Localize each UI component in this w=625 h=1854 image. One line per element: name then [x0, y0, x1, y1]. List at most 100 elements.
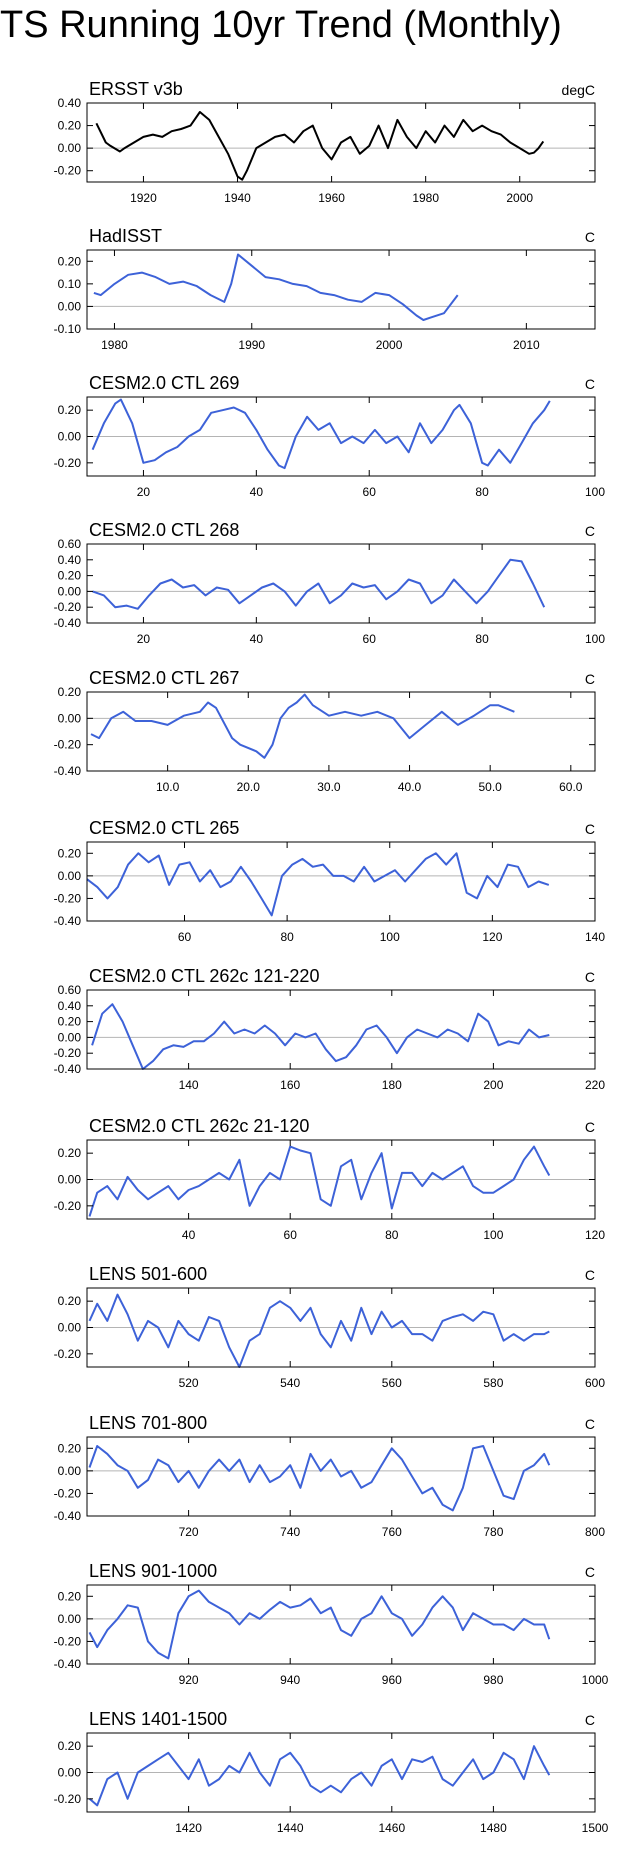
y-tick-label: 0.20 [58, 1294, 82, 1308]
x-tick-label: 2000 [376, 338, 403, 352]
chart-title: CESM2.0 CTL 268 [89, 520, 239, 540]
y-tick-label: 0.40 [58, 553, 82, 567]
plot-frame [86, 249, 596, 330]
chart-unit: C [585, 229, 595, 245]
x-tick-label: 1980 [412, 191, 439, 205]
y-tick-label: -0.20 [54, 1634, 82, 1648]
x-tick-label: 100 [585, 632, 605, 646]
y-tick-label: 0.20 [58, 1146, 82, 1160]
y-tick-label: 0.20 [58, 569, 82, 583]
x-tick-label: 200 [483, 1078, 503, 1092]
y-tick-label: 0.00 [58, 299, 82, 313]
chart-title: LENS 1401-1500 [89, 1709, 227, 1729]
x-tick-label: 960 [382, 1673, 402, 1687]
y-tick-label: -0.40 [54, 616, 82, 630]
y-tick-label: 0.40 [58, 999, 82, 1013]
y-tick-label: -0.40 [54, 1657, 82, 1671]
series-line [88, 1145, 551, 1217]
y-tick-label: 0.00 [58, 430, 82, 444]
y-tick-label: 0.20 [58, 685, 82, 699]
plot-frame [86, 989, 596, 1070]
y-tick-label: 0.20 [58, 254, 82, 268]
y-tick-label: 0.20 [58, 119, 82, 133]
x-tick-label: 140 [179, 1078, 199, 1092]
chart-panel-5: CESM2.0 CTL 267 C 0.20 0.00 -0.20 -0.40 10.0 20… [54, 668, 596, 794]
chart-unit: C [585, 1267, 595, 1283]
y-tick-label: 0.00 [58, 584, 82, 598]
y-tick-label: -0.20 [54, 1199, 82, 1213]
x-tick-label: 780 [483, 1525, 503, 1539]
y-tick-label: 0.00 [58, 1321, 82, 1335]
chart-unit: C [585, 523, 595, 539]
y-tick-label: 0.00 [58, 1173, 82, 1187]
x-tick-label: 60.0 [559, 780, 583, 794]
chart-panel-11: LENS 901-1000 C 0.20 0.00 -0.20 -0.40 920 940 96… [54, 1561, 609, 1687]
series-line [88, 1445, 551, 1512]
x-tick-label: 600 [585, 1376, 605, 1390]
y-tick-label: -0.40 [54, 1062, 82, 1076]
series-line [86, 852, 550, 917]
plot-frame [86, 1436, 596, 1517]
x-tick-label: 1420 [175, 1821, 202, 1835]
x-tick-label: 940 [280, 1673, 300, 1687]
series-line [88, 1745, 551, 1807]
y-tick-label: 0.00 [58, 1766, 82, 1780]
chart-panel-7: CESM2.0 CTL 262c 121-220 C 0.60 0.40 0.200.0… [54, 966, 606, 1092]
x-tick-label: 40 [250, 632, 264, 646]
x-tick-label: 720 [179, 1525, 199, 1539]
series-line [92, 558, 546, 610]
y-tick-label: 0.00 [58, 1612, 82, 1626]
chart-title: LENS 701-800 [89, 1413, 207, 1433]
chart-panel-2: HadISST C 0.20 0.10 0.00 -0.10 1980 1990 2000 201… [54, 226, 596, 352]
y-tick-label: 0.20 [58, 1441, 82, 1455]
x-tick-label: 50.0 [478, 780, 502, 794]
x-tick-label: 560 [382, 1376, 402, 1390]
series-line [91, 1003, 550, 1070]
chart-panel-9: LENS 501-600 C 0.20 0.00 -0.20 520 540 560 580 60… [54, 1264, 606, 1390]
chart-unit: C [585, 671, 595, 687]
chart-title: HadISST [89, 226, 162, 246]
chart-unit: C [585, 821, 595, 837]
chart-title: CESM2.0 CTL 267 [89, 668, 239, 688]
x-tick-label: 1940 [224, 191, 251, 205]
chart-panel-4: CESM2.0 CTL 268 C 0.60 0.40 0.200.00 -0.20 -0.… [54, 520, 606, 646]
series-line [90, 693, 515, 759]
x-tick-label: 20 [137, 632, 151, 646]
x-tick-label: 40 [250, 485, 264, 499]
x-tick-label: 180 [382, 1078, 402, 1092]
chart-unit: C [585, 969, 595, 985]
x-tick-label: 800 [585, 1525, 605, 1539]
x-tick-label: 1480 [480, 1821, 507, 1835]
y-tick-label: -0.40 [54, 764, 82, 778]
x-tick-label: 40 [182, 1228, 196, 1242]
y-tick-label: 0.10 [58, 277, 82, 291]
series-line [91, 398, 551, 470]
chart-panel-10: LENS 701-800 C 0.20 0.00 -0.20 -0.40 720 740 760… [54, 1413, 606, 1539]
chart-panel-8: CESM2.0 CTL 262c 21-120 C 0.20 0.00 -0.20 40 6… [54, 1116, 606, 1242]
x-tick-label: 80 [280, 930, 294, 944]
y-tick-label: -0.20 [54, 1347, 82, 1361]
plot-frame [86, 1584, 596, 1665]
x-tick-label: 40.0 [398, 780, 422, 794]
x-tick-label: 760 [382, 1525, 402, 1539]
x-tick-label: 20.0 [237, 780, 261, 794]
x-tick-label: 100 [483, 1228, 503, 1242]
y-tick-label: 0.00 [58, 711, 82, 725]
y-tick-label: 0.00 [58, 141, 82, 155]
chart-unit: C [585, 1712, 595, 1728]
x-tick-label: 60 [363, 485, 377, 499]
x-tick-label: 120 [482, 930, 502, 944]
x-tick-label: 980 [483, 1673, 503, 1687]
y-tick-label: 0.20 [58, 1739, 82, 1753]
x-tick-label: 30.0 [317, 780, 341, 794]
chart-unit: C [585, 1416, 595, 1432]
chart-panel-1: ERSST v3b degC 0.40 0.20 0.00 -0.20 1920 1940 19… [54, 79, 596, 205]
series-line [93, 253, 459, 321]
chart-title: CESM2.0 CTL 265 [89, 818, 239, 838]
y-tick-label: -0.40 [54, 1509, 82, 1523]
y-tick-label: -0.20 [54, 891, 82, 905]
chart-panel-3: CESM2.0 CTL 269 C 0.20 0.00 -0.20 20 40 60 80 100 [54, 373, 606, 499]
y-tick-label: -0.20 [54, 1792, 82, 1806]
x-tick-label: 10.0 [156, 780, 180, 794]
